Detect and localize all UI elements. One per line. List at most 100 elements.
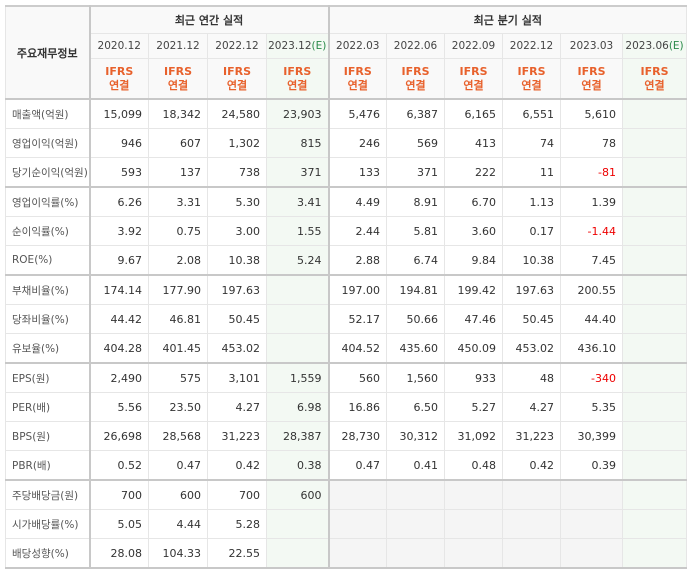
- value-cell: 3.31: [148, 186, 208, 217]
- value-cell: 22.55: [207, 538, 267, 569]
- value-cell: 5.56: [89, 392, 149, 422]
- value-cell: 1,560: [386, 362, 446, 393]
- value-cell: 1,559: [265, 362, 330, 393]
- table-row: EPS(원) 2,490 575 3,101 1,559 560 1,560 933 48 -34…: [5, 362, 688, 393]
- value-cell: 1.39: [560, 186, 624, 217]
- period-date: 2021.12: [156, 40, 200, 52]
- value-cell: 28,568: [148, 421, 208, 451]
- value-cell: -1.44: [560, 216, 624, 246]
- value-cell: 0.48: [444, 450, 504, 481]
- ifrs-consolidated-label: IFRS 연결: [148, 58, 208, 100]
- value-cell: 6.74: [386, 245, 446, 276]
- value-cell: 3.60: [444, 216, 504, 246]
- row-label: 순이익률(%): [5, 216, 91, 246]
- table-row: PER(배) 5.56 23.50 4.27 6.98 16.86 6.50 5.27 4.27…: [5, 392, 688, 422]
- value-cell: 24,580: [207, 98, 267, 129]
- value-cell: 738: [207, 157, 267, 188]
- value-cell: 3.92: [89, 216, 149, 246]
- estimate-marker: (E): [311, 40, 327, 52]
- value-cell: 6.70: [444, 186, 504, 217]
- row-label: 유보율(%): [5, 333, 91, 364]
- period-date: 2022.12: [509, 40, 554, 52]
- value-cell: [622, 98, 688, 129]
- consolidated-text: 연결: [226, 78, 248, 92]
- financial-summary-table-container: 주요재무정보 최근 연간 실적 최근 분기 실적 2020.12 2021.12 2022…: [5, 5, 688, 569]
- value-cell: 815: [265, 128, 330, 158]
- period-date: 2022.12: [215, 40, 259, 52]
- value-cell: [386, 509, 446, 539]
- financial-summary-table: 주요재무정보 최근 연간 실적 최근 분기 실적 2020.12 2021.12 2022…: [5, 5, 688, 569]
- value-cell: 0.47: [148, 450, 208, 481]
- period-date: 2022.09: [451, 40, 496, 52]
- value-cell: [622, 392, 688, 422]
- value-cell: 78: [560, 128, 624, 158]
- value-cell: [265, 333, 330, 364]
- value-cell: 199.42: [444, 274, 504, 305]
- period-row: 2020.12 2021.12 2022.12 2023.12(E) 2022.03 20…: [6, 33, 688, 59]
- consolidated-text: 연결: [644, 78, 665, 92]
- period-header: 2021.12: [148, 33, 208, 59]
- value-cell: 2,490: [89, 362, 149, 393]
- estimate-marker: (E): [668, 40, 684, 52]
- value-cell: 222: [444, 157, 504, 188]
- value-cell: 0.75: [148, 216, 208, 246]
- value-cell: 3,101: [207, 362, 267, 393]
- value-cell: [502, 538, 562, 569]
- header-group-row: 주요재무정보 최근 연간 실적 최근 분기 실적: [5, 5, 688, 100]
- value-cell: 137: [148, 157, 208, 188]
- value-cell: [444, 479, 504, 510]
- value-cell: 50.45: [207, 304, 267, 334]
- period-header: 2023.12(E): [265, 33, 330, 59]
- value-cell: 450.09: [444, 333, 504, 364]
- value-cell: [502, 479, 562, 510]
- period-date: 2020.12: [97, 40, 141, 52]
- value-cell: -81: [560, 157, 624, 188]
- value-cell: 1,302: [207, 128, 267, 158]
- value-cell: 44.42: [89, 304, 149, 334]
- value-cell: 16.86: [328, 392, 388, 422]
- row-label: 당기순이익(억원): [5, 157, 91, 188]
- value-cell: [502, 509, 562, 539]
- row-label: BPS(원): [5, 421, 91, 451]
- period-header: 2022.06: [386, 33, 446, 59]
- value-cell: [560, 479, 624, 510]
- ifrs-consolidated-label: IFRS 연결: [444, 58, 504, 100]
- value-cell: 6.50: [386, 392, 446, 422]
- value-cell: [622, 128, 688, 158]
- basis-row: IFRS 연결 IFRS 연결 IFRS 연결 IFRS 연결 IFRS 연결 IFRS 연결 IFRS…: [6, 58, 688, 100]
- value-cell: 133: [328, 157, 388, 188]
- value-cell: 197.63: [207, 274, 267, 305]
- table-row: BPS(원) 26,698 28,568 31,223 28,387 28,730 30,3…: [5, 421, 688, 451]
- table-row: 영업이익(억원) 946 607 1,302 815 246 569 413 74 78: [5, 128, 688, 158]
- period-date: 2023.06: [625, 40, 669, 52]
- value-cell: 3.41: [265, 186, 330, 217]
- value-cell: -340: [560, 362, 624, 393]
- value-cell: 30,312: [386, 421, 446, 451]
- value-cell: 50.45: [502, 304, 562, 334]
- annual-group-header: 최근 연간 실적: [88, 5, 330, 34]
- value-cell: [265, 509, 330, 539]
- value-cell: [386, 479, 446, 510]
- value-cell: 44.40: [560, 304, 624, 334]
- value-cell: [444, 509, 504, 539]
- value-cell: 7.45: [560, 245, 624, 276]
- value-cell: 0.38: [265, 450, 330, 481]
- value-cell: 31,223: [502, 421, 562, 451]
- ifrs-consolidated-label: IFRS 연결: [622, 58, 688, 100]
- period-header: 2022.12: [502, 33, 562, 59]
- table-row: 영업이익률(%) 6.26 3.31 5.30 3.41 4.49 8.91 6.70 1.13…: [5, 186, 688, 217]
- value-cell: [622, 362, 688, 393]
- value-cell: 593: [89, 157, 149, 188]
- quarterly-group-header: 최근 분기 실적: [328, 5, 688, 34]
- value-cell: 607: [148, 128, 208, 158]
- value-cell: 9.84: [444, 245, 504, 276]
- ifrs-text: IFRS: [343, 64, 372, 78]
- row-label: 주당배당금(원): [5, 479, 91, 510]
- ifrs-consolidated-label: IFRS 연결: [89, 58, 149, 100]
- value-cell: 74: [502, 128, 562, 158]
- value-cell: 28,730: [328, 421, 388, 451]
- value-cell: 4.49: [328, 186, 388, 217]
- table-row: 유보율(%) 404.28 401.45 453.02 404.52 435.60 450.…: [5, 333, 688, 364]
- consolidated-text: 연결: [405, 78, 426, 92]
- value-cell: 11: [502, 157, 562, 188]
